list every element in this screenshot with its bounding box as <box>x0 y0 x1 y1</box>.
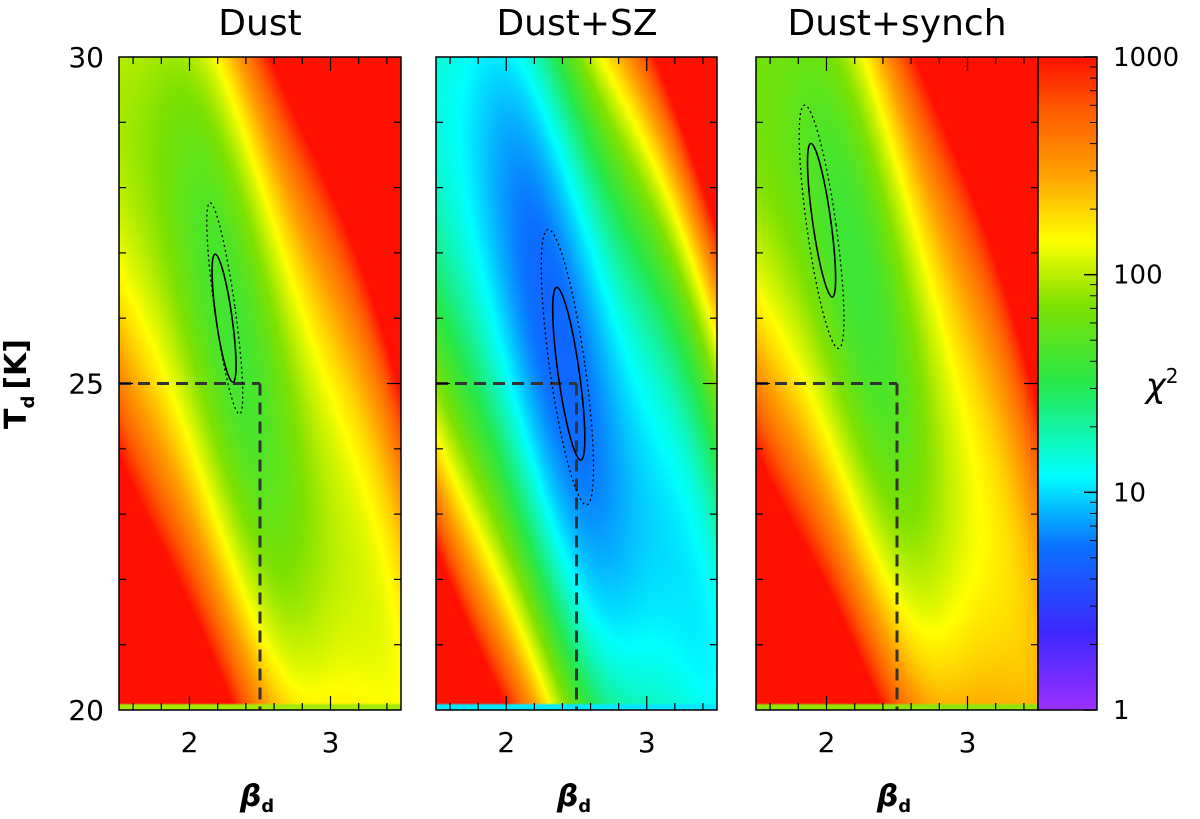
y-axis-label-unit: [K] <box>0 339 34 390</box>
x-tick-label: 3 <box>322 726 340 759</box>
y-axis-label-symbol: T <box>0 408 34 429</box>
contour-1sigma-dust-synch <box>806 142 837 298</box>
colorbar-ticks: 1 10 100 1000 <box>1084 43 1179 726</box>
contour-1sigma-dust-sz <box>551 286 586 461</box>
panel-title-dust-sz: Dust+SZ <box>496 3 657 44</box>
colorbar-frame <box>1037 56 1098 711</box>
panel-dust: Dust <box>118 3 402 711</box>
panel-title-dust: Dust <box>218 3 301 44</box>
svg-text:Td[K]: Td [K] <box>0 339 39 429</box>
y-tick-label: 25 <box>68 368 104 401</box>
colorbar-tick-label: 1000 <box>1113 43 1179 73</box>
x-axis-label-dust-synch: βd <box>876 779 911 817</box>
contour-1sigma-dust <box>211 253 237 384</box>
colorbar-tick-label: 10 <box>1113 478 1146 508</box>
y-axis-label-subscript: d <box>18 396 39 409</box>
panel-dust-synch: Dust+synch <box>755 3 1039 711</box>
colorbar-tick-label: 100 <box>1113 261 1163 291</box>
axis-ticks: 2 3 2 3 2 3 20 25 30 <box>68 41 1038 759</box>
colorbar-gradient <box>1038 57 1097 710</box>
x-tick-label: 2 <box>818 726 836 759</box>
x-tick-label: 2 <box>497 726 515 759</box>
panel-dust-sz: Dust+SZ <box>435 3 718 711</box>
y-tick-label: 30 <box>68 41 104 74</box>
colorbar-tick-label: 1 <box>1113 696 1130 726</box>
colorbar: 1 10 100 1000 χ2 <box>1037 43 1179 726</box>
panel-title-dust-synch: Dust+synch <box>787 3 1006 44</box>
x-axis-label-dust: βd <box>239 779 274 817</box>
x-tick-label: 3 <box>959 726 977 759</box>
x-axis-label-dust-sz: βd <box>556 779 591 817</box>
colorbar-label: χ2 <box>1144 364 1179 406</box>
contour-2sigma-dust-sz <box>540 228 595 506</box>
x-tick-label: 3 <box>638 726 656 759</box>
y-axis-label: Td [K] <box>0 339 39 429</box>
y-tick-label: 20 <box>68 694 104 727</box>
x-tick-label: 2 <box>181 726 199 759</box>
contour-2sigma-dust-synch <box>798 104 845 350</box>
